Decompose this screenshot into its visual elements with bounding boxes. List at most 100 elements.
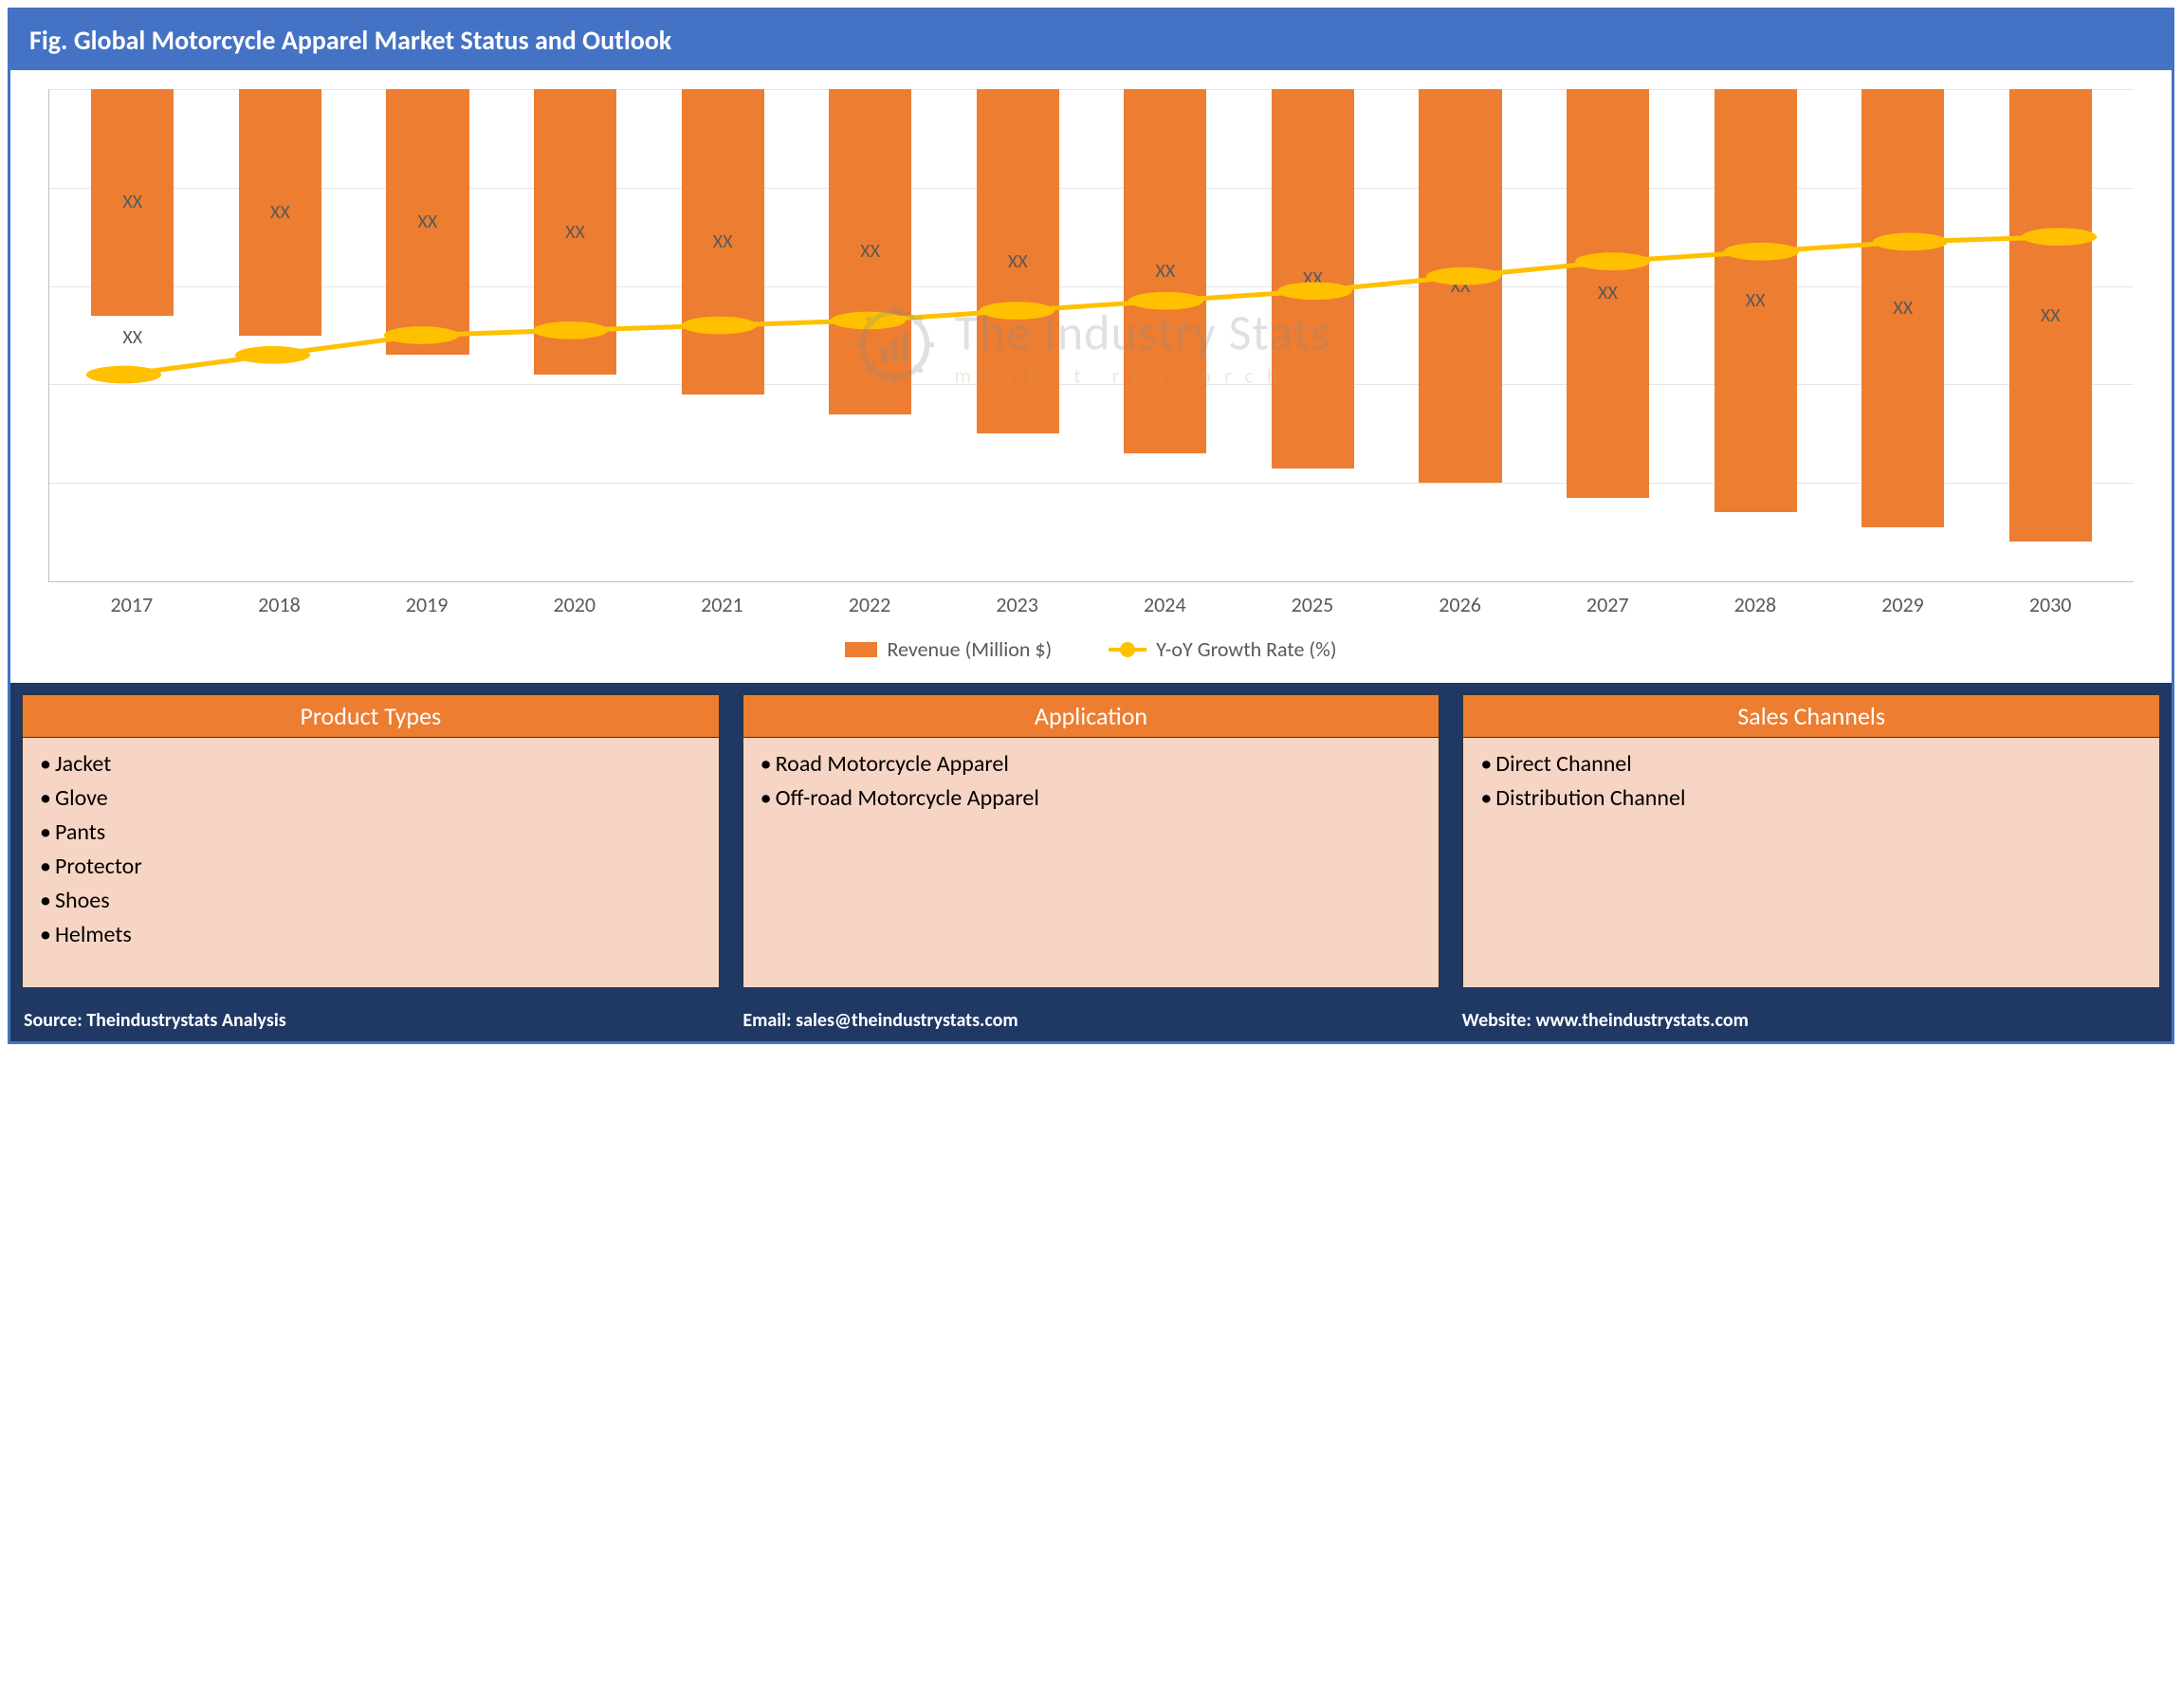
- panel-item: Protector: [40, 850, 702, 884]
- revenue-bar: XX: [2009, 89, 2092, 542]
- bar-value-label: XX: [565, 221, 585, 244]
- footer-website-value: www.theindustrystats.com: [1535, 1009, 1748, 1032]
- panel-item: Road Motorcycle Apparel: [761, 747, 1422, 781]
- category-panel: ApplicationRoad Motorcycle ApparelOff-ro…: [743, 694, 1440, 988]
- footer-source-value: Theindustrystats Analysis: [86, 1009, 286, 1032]
- bar-slot: XXXX: [1386, 89, 1534, 581]
- bar-value-label: XX: [1893, 297, 1913, 320]
- footer-email-label: Email:: [743, 1009, 791, 1032]
- x-tick: 2030: [1976, 592, 2124, 617]
- bar-value-label: XX: [1155, 260, 1175, 283]
- footer-bar: Source: Theindustrystats Analysis Email:…: [10, 1000, 2172, 1041]
- figure-title: Fig. Global Motorcycle Apparel Market St…: [10, 10, 2172, 70]
- x-tick: 2019: [353, 592, 501, 617]
- bar-value-label: XX: [1303, 267, 1323, 290]
- panel-header: Product Types: [23, 695, 719, 738]
- footer-source: Source: Theindustrystats Analysis: [24, 1009, 720, 1032]
- panel-item: Pants: [40, 816, 702, 850]
- footer-email: Email: sales@theindustrystats.com: [743, 1009, 1439, 1032]
- legend-revenue: Revenue (Million $): [845, 636, 1052, 662]
- bar-slot: XXXX: [649, 89, 797, 581]
- revenue-bar: XX: [1861, 89, 1944, 527]
- x-tick: 2022: [796, 592, 944, 617]
- revenue-bar: XX: [239, 89, 321, 336]
- bar-value-label: XX: [2041, 304, 2061, 327]
- revenue-bar: XX: [91, 89, 174, 316]
- revenue-bar: XX: [534, 89, 616, 375]
- bar-value-label: XX: [860, 240, 880, 263]
- panel-item: Helmets: [40, 918, 702, 952]
- footer-website-label: Website:: [1462, 1009, 1531, 1032]
- x-tick: 2026: [1386, 592, 1534, 617]
- category-panels-row: Product TypesJacketGlovePantsProtectorSh…: [10, 683, 2172, 1000]
- bar-slot: XX XX: [59, 89, 207, 581]
- bar-slot: XXXX: [502, 89, 650, 581]
- panel-body: Road Motorcycle ApparelOff-road Motorcyc…: [743, 738, 1439, 825]
- revenue-bar: XX: [682, 89, 764, 395]
- bar-slot: XXXX: [1977, 89, 2125, 581]
- legend-revenue-label: Revenue (Million $): [887, 636, 1052, 662]
- revenue-bar: XX: [1272, 89, 1354, 468]
- bar-slot: XXXX: [797, 89, 944, 581]
- category-panel: Product TypesJacketGlovePantsProtectorSh…: [22, 694, 720, 988]
- bar-slot: XXXX: [1681, 89, 1829, 581]
- revenue-bar: XX: [829, 89, 911, 414]
- revenue-bar: XX: [1714, 89, 1797, 512]
- x-tick: 2021: [649, 592, 797, 617]
- bar-slot: XXXX: [1534, 89, 1682, 581]
- legend-growth: Y-oY Growth Rate (%): [1109, 636, 1336, 662]
- bar-value-label: XX: [122, 191, 142, 213]
- legend-growth-label: Y-oY Growth Rate (%): [1156, 636, 1336, 662]
- bar-value-label: XX: [418, 211, 438, 233]
- panel-header: Sales Channels: [1463, 695, 2159, 738]
- chart-area: XXXXXXXXXXXXXXXXXXXXXXXXXXXXXXXXXXXXXXXX…: [10, 70, 2172, 683]
- panel-item: Distribution Channel: [1480, 781, 2142, 816]
- panel-item: Shoes: [40, 884, 702, 918]
- bar-slot: XXXX: [1239, 89, 1387, 581]
- bar-value-label: XX: [270, 201, 290, 224]
- plot-region: XXXXXXXXXXXXXXXXXXXXXXXXXXXXXXXXXXXXXXXX…: [48, 89, 2134, 582]
- revenue-bar: XX: [1124, 89, 1206, 453]
- x-tick: 2027: [1533, 592, 1681, 617]
- x-tick: 2018: [206, 592, 354, 617]
- revenue-bar: XX: [977, 89, 1059, 433]
- panel-item: Off-road Motorcycle Apparel: [761, 781, 1422, 816]
- bar-slot: XXXX: [1091, 89, 1239, 581]
- bar-slot: XXXX: [1829, 89, 1977, 581]
- bar-value-label: XX: [1598, 282, 1618, 304]
- chart-legend: Revenue (Million $) Y-oY Growth Rate (%): [48, 617, 2134, 673]
- x-axis: 2017201820192020202120222023202420252026…: [48, 582, 2134, 617]
- panel-item: Jacket: [40, 747, 702, 781]
- bar-value-label: XX: [713, 230, 733, 253]
- x-tick: 2020: [501, 592, 649, 617]
- footer-website: Website: www.theindustrystats.com: [1462, 1009, 2158, 1032]
- x-tick: 2025: [1238, 592, 1386, 617]
- bar-swatch-icon: [845, 642, 877, 657]
- revenue-bar: XX: [386, 89, 468, 355]
- line-swatch-icon: [1109, 648, 1146, 652]
- panel-body: Direct ChannelDistribution Channel: [1463, 738, 2159, 825]
- category-panel: Sales ChannelsDirect ChannelDistribution…: [1462, 694, 2160, 988]
- bars-container: XXXXXXXXXXXXXXXXXXXXXXXXXXXXXXXXXXXXXXXX…: [49, 89, 2134, 581]
- x-tick: 2029: [1829, 592, 1977, 617]
- bar-top-label: XX: [122, 326, 142, 349]
- revenue-bar: XX: [1419, 89, 1501, 483]
- bar-value-label: XX: [1746, 289, 1766, 312]
- panel-item: Glove: [40, 781, 702, 816]
- x-tick: 2017: [58, 592, 206, 617]
- x-tick: 2024: [1091, 592, 1238, 617]
- footer-source-label: Source:: [24, 1009, 83, 1032]
- panel-body: JacketGlovePantsProtectorShoesHelmets: [23, 738, 719, 962]
- bar-value-label: XX: [1008, 250, 1028, 273]
- footer-email-value: sales@theindustrystats.com: [796, 1009, 1018, 1032]
- x-tick: 2028: [1681, 592, 1829, 617]
- x-tick: 2023: [944, 592, 1091, 617]
- bar-slot: XXXX: [207, 89, 355, 581]
- panel-item: Direct Channel: [1480, 747, 2142, 781]
- panel-header: Application: [743, 695, 1439, 738]
- bar-value-label: XX: [1451, 275, 1471, 298]
- bar-slot: XXXX: [944, 89, 1091, 581]
- figure-frame: Fig. Global Motorcycle Apparel Market St…: [8, 8, 2174, 1044]
- revenue-bar: XX: [1567, 89, 1649, 498]
- bar-slot: XXXX: [354, 89, 502, 581]
